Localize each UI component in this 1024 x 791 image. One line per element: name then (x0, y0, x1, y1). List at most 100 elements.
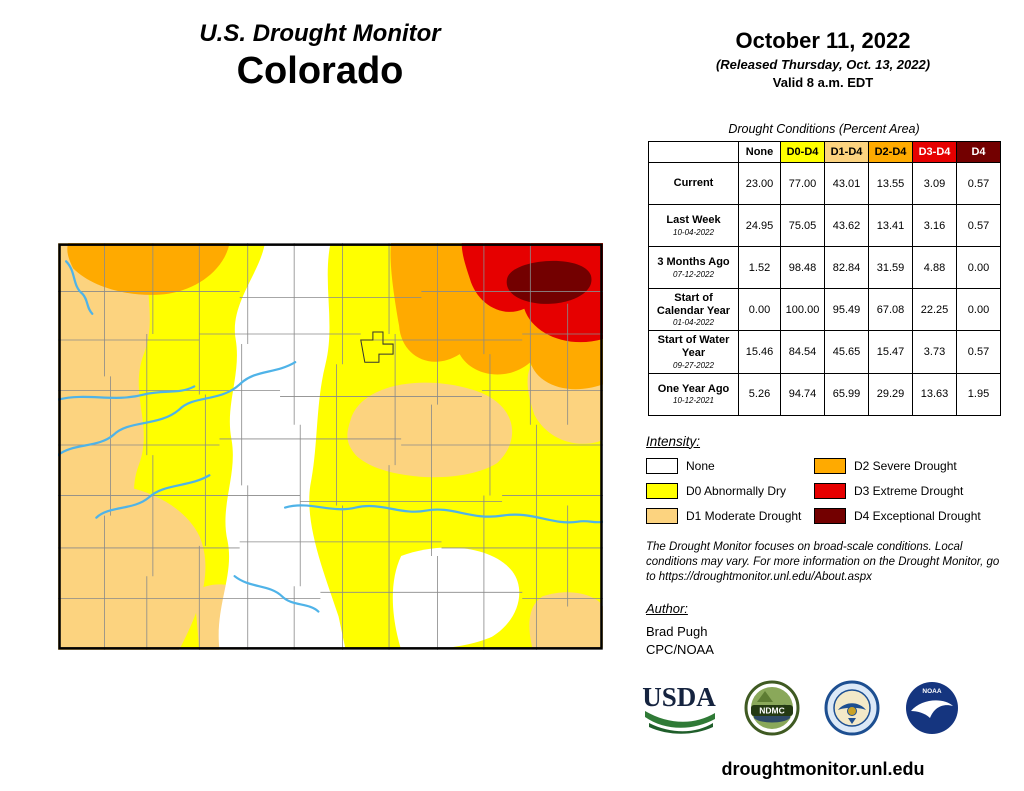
d2-swatch (814, 457, 846, 474)
table-header-row: None D0-D4 D1-D4 D2-D4 D3-D4 D4 (648, 141, 1001, 163)
ndmc-logo: NDMC (744, 680, 800, 736)
value-cell: 77.00 (780, 162, 825, 205)
legend-item-none: None (646, 457, 814, 474)
legend-heading: Intensity: (646, 433, 701, 449)
right-panel: October 11, 2022 (Released Thursday, Oct… (628, 28, 1018, 780)
value-cell: 0.57 (956, 204, 1001, 247)
state-border (58, 243, 603, 650)
value-cell: 29.29 (868, 372, 913, 416)
legend-item-d4: D4 Exceptional Drought (814, 507, 981, 524)
author-org: CPC/NOAA (646, 642, 714, 658)
author-block: Author: Brad Pugh CPC/NOAA (646, 601, 1018, 659)
intensity-legend: Intensity: None D0 Abnormally Dry D1 Mod… (646, 434, 1018, 524)
value-cell: 100.00 (780, 287, 825, 332)
value-cell: 1.52 (738, 246, 781, 289)
value-cell: 98.48 (780, 246, 825, 289)
value-cell: 13.63 (912, 372, 957, 416)
d0-swatch (646, 482, 678, 499)
col-d4: D4 (956, 141, 1001, 163)
table-caption: Drought Conditions (Percent Area) (728, 122, 920, 136)
row-header: 3 Months Ago 07-12-2022 (648, 246, 739, 289)
value-cell: 15.46 (738, 330, 781, 374)
value-cell: 75.05 (780, 204, 825, 247)
value-cell: 15.47 (868, 330, 913, 374)
value-cell: 22.25 (912, 287, 957, 332)
col-d2-d4: D2-D4 (868, 141, 913, 163)
value-cell: 65.99 (824, 372, 869, 416)
value-cell: 1.95 (956, 372, 1001, 416)
col-d0-d4: D0-D4 (780, 141, 825, 163)
legend-label: None (686, 458, 715, 473)
map-none-regions (218, 243, 520, 650)
d1-swatch (646, 507, 678, 524)
value-cell: 0.00 (738, 287, 781, 332)
value-cell: 24.95 (738, 204, 781, 247)
value-cell: 0.57 (956, 330, 1001, 374)
value-cell: 13.55 (868, 162, 913, 205)
row-header: One Year Ago 10-12-2021 (648, 372, 739, 416)
table-row: One Year Ago 10-12-2021 5.26 94.74 65.99… (648, 372, 1001, 416)
report-title: U.S. Drought Monitor (199, 20, 441, 47)
row-header: Start of Calendar Year 01-04-2022 (648, 287, 739, 332)
usda-logo-text: USDA (642, 682, 716, 712)
row-header: Last Week 10-04-2022 (648, 204, 739, 247)
released-note: (Released Thursday, Oct. 13, 2022) (715, 57, 931, 72)
value-cell: 0.57 (956, 162, 1001, 205)
noaa-logo-text: NOAA (922, 688, 941, 695)
row-header: Start of Water Year 09-27-2022 (648, 330, 739, 374)
value-cell: 95.49 (824, 287, 869, 332)
table-row: Current 23.00 77.00 43.01 13.55 3.09 0.5… (648, 162, 1001, 205)
value-cell: 5.26 (738, 372, 781, 416)
value-cell: 3.16 (912, 204, 957, 247)
table-row: Start of Water Year 09-27-2022 15.46 84.… (648, 330, 1001, 374)
value-cell: 67.08 (868, 287, 913, 332)
value-cell: 84.54 (780, 330, 825, 374)
none-swatch (646, 457, 678, 474)
metro-county-boundary (360, 331, 394, 363)
release-date: October 11, 2022 (735, 28, 911, 53)
col-none: None (738, 141, 781, 163)
corner-cell (648, 141, 739, 163)
value-cell: 45.65 (824, 330, 869, 374)
legend-item-d1: D1 Moderate Drought (646, 507, 814, 524)
disclaimer-text: The Drought Monitor focuses on broad-sca… (646, 540, 1000, 583)
county-boundaries (58, 243, 603, 650)
date-block: October 11, 2022 (Released Thursday, Oct… (628, 28, 1018, 90)
value-cell: 13.41 (868, 204, 913, 247)
footer-url: droughtmonitor.unl.edu (721, 759, 925, 780)
legend-item-d2: D2 Severe Drought (814, 457, 981, 474)
col-d1-d4: D1-D4 (824, 141, 869, 163)
map-title-block: U.S. Drought Monitor Colorado (40, 20, 600, 93)
colorado-drought-map (56, 243, 605, 650)
legend-label: D1 Moderate Drought (686, 508, 802, 523)
cpc-logo (824, 680, 880, 736)
value-cell: 94.74 (780, 372, 825, 416)
legend-item-d0: D0 Abnormally Dry (646, 482, 814, 499)
table-row: 3 Months Ago 07-12-2022 1.52 98.48 82.84… (648, 246, 1001, 289)
col-d3-d4: D3-D4 (912, 141, 957, 163)
value-cell: 0.00 (956, 287, 1001, 332)
value-cell: 4.88 (912, 246, 957, 289)
legend-label: D2 Severe Drought (854, 458, 957, 473)
value-cell: 23.00 (738, 162, 781, 205)
value-cell: 3.73 (912, 330, 957, 374)
value-cell: 43.01 (824, 162, 869, 205)
map-d4-region (506, 260, 592, 304)
legend-item-d3: D3 Extreme Drought (814, 482, 981, 499)
d4-swatch (814, 507, 846, 524)
row-header: Current (648, 162, 739, 205)
drought-conditions-table: None D0-D4 D1-D4 D2-D4 D3-D4 D4 Current (648, 141, 1001, 416)
drought-map-svg (56, 243, 605, 650)
value-cell: 3.09 (912, 162, 957, 205)
table-row: Start of Calendar Year 01-04-2022 0.00 1… (648, 287, 1001, 332)
d3-swatch (814, 482, 846, 499)
author-name: Brad Pugh (646, 624, 708, 640)
author-heading: Author: (646, 601, 688, 617)
state-name: Colorado (236, 50, 404, 92)
usda-logo: USDA (642, 682, 716, 735)
ndmc-logo-text: NDMC (759, 706, 785, 716)
rivers (56, 260, 605, 613)
valid-time: Valid 8 a.m. EDT (772, 75, 874, 90)
partner-logos: USDA NDMC NOAA (638, 677, 1018, 739)
